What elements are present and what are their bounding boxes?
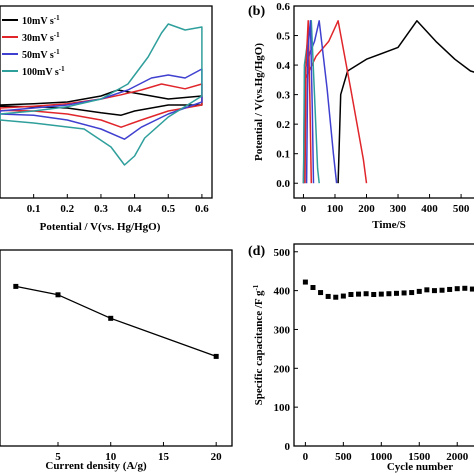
panel-b-ytick-label: 0.6	[276, 1, 290, 13]
legend-label: 50mV s-1	[22, 48, 60, 61]
rate-point	[55, 292, 61, 298]
panel-a-frame	[0, 5, 213, 199]
panel-d: (d) 0 500 1000 1500 2000 0 100 200 300 400 500 Cyc…	[248, 243, 474, 473]
panel-c-xtick-label: 15	[158, 451, 170, 463]
cycle-point	[431, 288, 437, 294]
panel-a-xtick-label: 0.3	[94, 203, 108, 215]
panel-a-xtick-label: 0.4	[128, 203, 142, 215]
rate-point	[213, 353, 219, 359]
panel-d-xtick-label: 2000	[446, 451, 469, 463]
panel-b-xlabel: Time/S	[372, 219, 405, 231]
cycle-point	[401, 290, 407, 296]
panel-d-ytick-label: 500	[274, 247, 291, 259]
panel-b-ytick-label: 0.1	[276, 149, 290, 161]
cycle-point	[447, 286, 453, 292]
gcd-curve	[302, 20, 320, 184]
cycle-point	[340, 293, 346, 299]
panel-b: (b) 0 100 200 300 400 500 0.0 0.1 0.2 0.3 0.4 0.5 0.…	[248, 1, 474, 231]
cycle-point	[356, 291, 362, 297]
cycle-point	[439, 287, 445, 293]
rate-line	[15, 285, 217, 358]
cycle-point	[325, 293, 331, 299]
panel-d-label: (d)	[248, 244, 265, 259]
panel-c-xlabel: Current density (A/g)	[45, 460, 147, 472]
gcd-curve	[304, 20, 313, 184]
rate-point	[108, 315, 114, 321]
panel-b-ytick-label: 0.3	[276, 90, 290, 102]
gcd-curve	[305, 20, 315, 184]
gcd-curve	[337, 20, 474, 184]
cycle-point	[469, 286, 474, 292]
panel-c-xtick-label: 10	[105, 451, 117, 463]
rate-point	[13, 283, 19, 289]
panel-d-xtick-label: 0	[303, 451, 309, 463]
panel-d-ytick-label: 200	[274, 363, 291, 375]
panel-d-xtick-label: 1500	[408, 451, 431, 463]
panel-d-xtick-label: 500	[335, 451, 352, 463]
cycle-point	[348, 292, 354, 297]
panel-b-label: (b)	[248, 4, 265, 19]
panel-b-xtick-label: 100	[327, 203, 344, 215]
panel-b-xtick-label: 500	[453, 203, 470, 215]
panel-a: 0.1 0.2 0.3 0.4 0.5 0.6 10mV s-1 30mV s-1 50mV …	[0, 5, 213, 233]
panel-c-xtick-label: 20	[211, 451, 223, 463]
cycle-point	[371, 292, 377, 297]
panel-b-xtick-label: 200	[358, 203, 375, 215]
panel-d-ytick-label: 0	[285, 441, 291, 453]
panel-d-ytick-label: 100	[274, 402, 291, 414]
panel-c: 5 10 15 20 Current density (A/g)	[0, 249, 233, 472]
panel-b-ytick-label: 0.4	[276, 60, 290, 72]
panel-d-xlabel: Cycle number	[387, 461, 453, 473]
panel-b-ytick-label: 0.2	[276, 119, 290, 131]
cycle-point	[363, 291, 369, 297]
panel-a-xtick-label: 0.6	[195, 203, 209, 215]
cycle-point	[302, 279, 308, 285]
panel-b-frame	[293, 5, 474, 199]
cycle-point	[310, 285, 316, 291]
panel-d-ytick-label: 300	[274, 324, 291, 336]
legend-label: 10mV s-1	[22, 14, 60, 27]
cycle-point	[393, 290, 399, 296]
panel-d-ytick-label: 400	[274, 286, 291, 298]
legend-label: 100mV s-1	[22, 65, 65, 78]
panel-d-xtick-label: 1000	[370, 451, 393, 463]
panel-c-xtick-label: 5	[55, 451, 61, 463]
cycle-point	[462, 285, 468, 291]
panel-c-frame	[0, 249, 233, 447]
cycle-point	[416, 288, 422, 294]
panel-d-frame	[293, 243, 474, 447]
cycle-point	[454, 286, 460, 292]
cycle-point	[318, 290, 324, 296]
panel-b-ylabel: Potential / V(vs.Hg/HgO)	[253, 43, 265, 161]
cycle-point	[386, 291, 392, 297]
panel-a-xtick-label: 0.1	[27, 203, 41, 215]
cycle-point	[378, 291, 384, 297]
panel-b-ytick-label: 0.0	[276, 178, 290, 190]
panel-b-xtick-label: 300	[390, 203, 407, 215]
panel-a-xtick-label: 0.2	[60, 203, 74, 215]
panel-b-xtick-label: 400	[421, 203, 438, 215]
panel-a-xlabel: Potential / V(vs. Hg/HgO)	[40, 221, 161, 233]
panel-b-xtick-label: 0	[301, 203, 307, 215]
panel-d-ylabel: Specific capacitance /F g-1	[252, 284, 265, 405]
cv-curve	[0, 23, 203, 166]
legend-label: 30mV s-1	[22, 31, 60, 44]
panel-a-xtick-label: 0.5	[161, 203, 175, 215]
gcd-curve	[302, 20, 368, 184]
cycle-point	[424, 287, 430, 293]
cycle-point	[333, 294, 339, 300]
cycle-point	[409, 290, 415, 296]
panel-b-ytick-label: 0.5	[276, 31, 290, 43]
